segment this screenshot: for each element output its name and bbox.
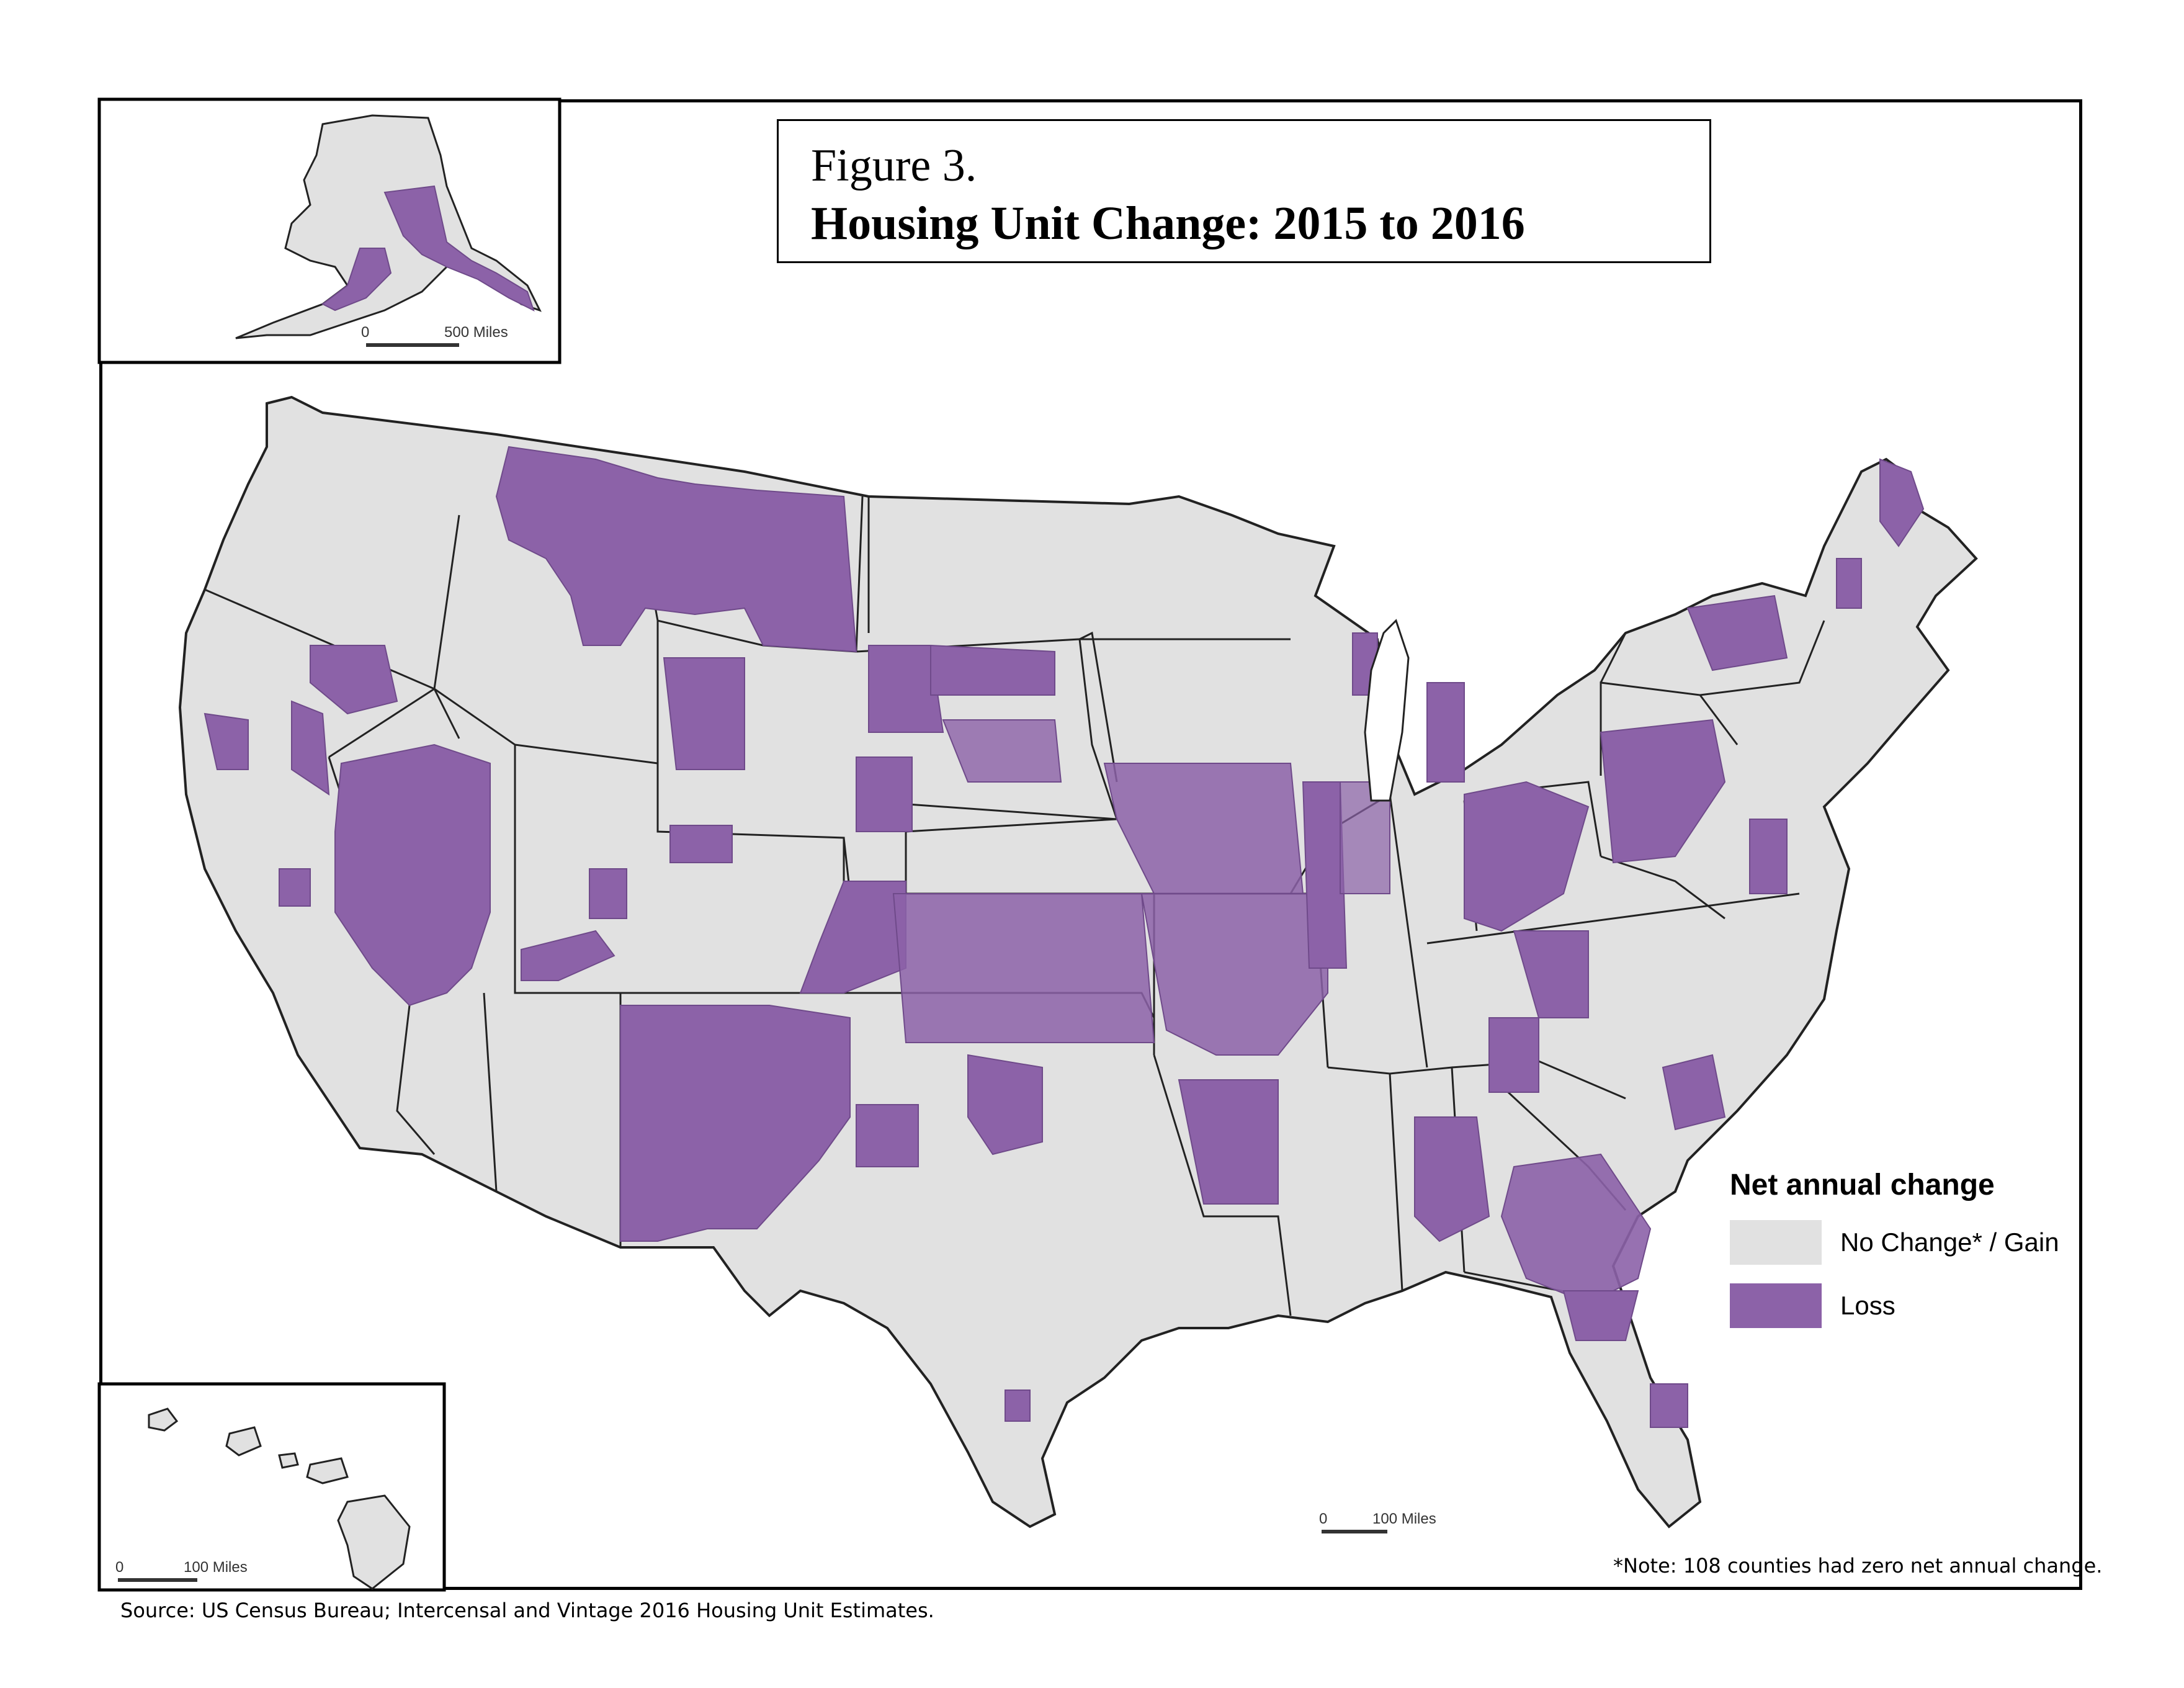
- hawaii-scale-distance: 100 Miles: [184, 1559, 248, 1576]
- alaska-loss-area-2: [321, 248, 392, 312]
- title-box: Figure 3. Housing Unit Change: 2015 to 2…: [777, 119, 1711, 263]
- lake-michigan: [1364, 619, 1410, 802]
- conus-scale-zero: 0: [1319, 1511, 1328, 1527]
- hawaii-islands: [148, 1407, 411, 1590]
- source-text: Source: US Census Bureau; Intercensal an…: [120, 1599, 934, 1622]
- legend-swatch-gain: [1730, 1220, 1822, 1265]
- alaska-scale-distance: 500 Miles: [444, 324, 508, 341]
- map-title: Housing Unit Change: 2015 to 2016: [811, 197, 1525, 249]
- hawaii-scale-zero: 0: [115, 1559, 124, 1576]
- alaska-loss-area: [383, 185, 535, 312]
- map-frame: [99, 99, 2082, 1590]
- legend-title: Net annual change: [1730, 1169, 1995, 1201]
- loss-regions: [204, 446, 1925, 1428]
- legend-label-loss: Loss: [1840, 1291, 1895, 1320]
- legend-label-gain: No Change* / Gain: [1840, 1228, 2059, 1257]
- alaska-landmass: [235, 114, 542, 339]
- figure-label: Figure 3.: [811, 140, 977, 191]
- note-text: *Note: 108 counties had zero net annual …: [1613, 1554, 2103, 1578]
- alaska-scale-zero: 0: [361, 324, 370, 341]
- conus-scale-distance: 100 Miles: [1372, 1511, 1436, 1527]
- legend-swatch-loss: [1730, 1283, 1822, 1328]
